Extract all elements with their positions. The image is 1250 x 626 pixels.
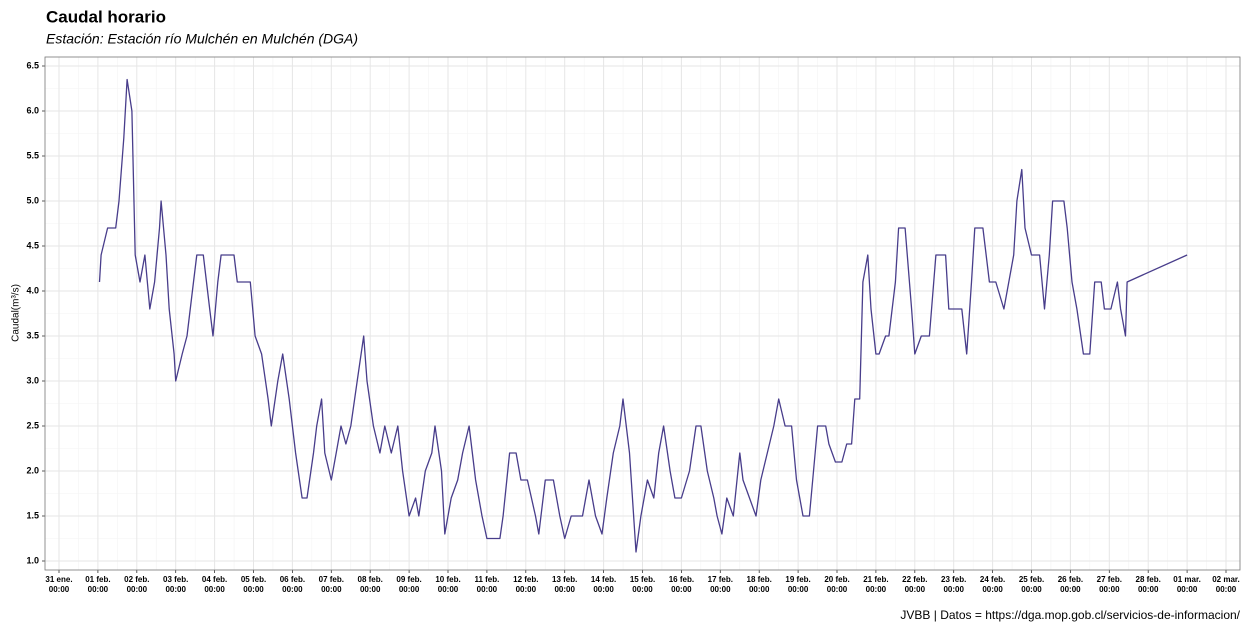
- x-tick-label: 23 feb.: [941, 575, 966, 584]
- x-tick-label: 00:00: [1138, 585, 1159, 594]
- x-tick-label: 02 mar.: [1212, 575, 1240, 584]
- x-tick-label: 14 feb.: [591, 575, 616, 584]
- x-tick-label: 00:00: [671, 585, 692, 594]
- x-tick-label: 00:00: [554, 585, 575, 594]
- x-tick-label: 13 feb.: [552, 575, 577, 584]
- x-tick-label: 00:00: [593, 585, 614, 594]
- x-tick-label: 00:00: [88, 585, 109, 594]
- x-tick-label: 00:00: [943, 585, 964, 594]
- x-tick-label: 00:00: [516, 585, 537, 594]
- y-tick-label: 2.5: [26, 420, 39, 430]
- x-tick-label: 00:00: [399, 585, 420, 594]
- x-tick-label: 18 feb.: [747, 575, 772, 584]
- x-tick-label: 19 feb.: [785, 575, 810, 584]
- x-tick-label: 16 feb.: [669, 575, 694, 584]
- x-tick-label: 00:00: [866, 585, 887, 594]
- y-tick-label: 1.5: [26, 510, 39, 520]
- x-tick-label: 24 feb.: [980, 575, 1005, 584]
- y-tick-label: 6.0: [26, 105, 39, 115]
- x-tick-label: 00:00: [632, 585, 653, 594]
- x-tick-label: 25 feb.: [1019, 575, 1044, 584]
- x-tick-label: 00:00: [477, 585, 498, 594]
- x-tick-label: 00:00: [827, 585, 848, 594]
- caption: JVBB | Datos = https://dga.mop.gob.cl/se…: [900, 608, 1240, 622]
- x-tick-label: 07 feb.: [319, 575, 344, 584]
- y-tick-label: 5.5: [26, 150, 39, 160]
- x-tick-label: 22 feb.: [902, 575, 927, 584]
- x-tick-label: 12 feb.: [513, 575, 538, 584]
- x-tick-label: 01 mar.: [1173, 575, 1201, 584]
- x-tick-label: 00:00: [1177, 585, 1198, 594]
- x-tick-label: 00:00: [438, 585, 459, 594]
- x-tick-label: 00:00: [710, 585, 731, 594]
- x-tick-label: 00:00: [982, 585, 1003, 594]
- x-tick-label: 10 feb.: [435, 575, 460, 584]
- x-tick-label: 00:00: [321, 585, 342, 594]
- x-tick-label: 03 feb.: [163, 575, 188, 584]
- y-tick-label: 1.0: [26, 555, 39, 565]
- x-tick-label: 09 feb.: [396, 575, 421, 584]
- x-tick-label: 00:00: [1060, 585, 1081, 594]
- y-tick-label: 4.5: [26, 240, 39, 250]
- x-tick-label: 15 feb.: [630, 575, 655, 584]
- y-tick-label: 3.5: [26, 330, 39, 340]
- y-tick-label: 4.0: [26, 285, 39, 295]
- x-tick-label: 17 feb.: [708, 575, 733, 584]
- x-tick-label: 00:00: [905, 585, 926, 594]
- x-tick-label: 21 feb.: [863, 575, 888, 584]
- chart-title: Caudal horario: [46, 7, 166, 26]
- chart-subtitle: Estación: Estación río Mulchén en Mulché…: [46, 31, 358, 47]
- x-tick-label: 04 feb.: [202, 575, 227, 584]
- x-tick-label: 00:00: [243, 585, 264, 594]
- x-tick-label: 00:00: [49, 585, 70, 594]
- x-tick-label: 27 feb.: [1097, 575, 1122, 584]
- y-axis-label: Caudal(m³/s): [11, 284, 22, 342]
- x-tick-label: 20 feb.: [824, 575, 849, 584]
- x-tick-label: 05 feb.: [241, 575, 266, 584]
- x-tick-label: 00:00: [165, 585, 186, 594]
- x-tick-label: 00:00: [360, 585, 381, 594]
- x-tick-label: 11 feb.: [474, 575, 499, 584]
- x-tick-label: 06 feb.: [280, 575, 305, 584]
- line-series: [98, 78, 1188, 553]
- x-tick-label: 00:00: [1021, 585, 1042, 594]
- x-tick-label: 00:00: [282, 585, 303, 594]
- x-tick-label: 31 ene.: [45, 575, 72, 584]
- x-tick-label: 01 feb.: [85, 575, 110, 584]
- x-tick-label: 00:00: [1216, 585, 1237, 594]
- y-tick-label: 3.0: [26, 375, 39, 385]
- x-tick-label: 00:00: [1099, 585, 1120, 594]
- y-tick-label: 5.0: [26, 195, 39, 205]
- x-tick-label: 08 feb.: [358, 575, 383, 584]
- x-tick-label: 28 feb.: [1136, 575, 1161, 584]
- x-tick-label: 02 feb.: [124, 575, 149, 584]
- x-tick-label: 26 feb.: [1058, 575, 1083, 584]
- x-tick-label: 00:00: [204, 585, 225, 594]
- y-tick-label: 6.5: [26, 60, 39, 70]
- x-tick-label: 00:00: [788, 585, 809, 594]
- x-tick-label: 00:00: [127, 585, 148, 594]
- plot-border: [44, 56, 1241, 571]
- x-tick-label: 00:00: [749, 585, 770, 594]
- y-tick-label: 2.0: [26, 465, 39, 475]
